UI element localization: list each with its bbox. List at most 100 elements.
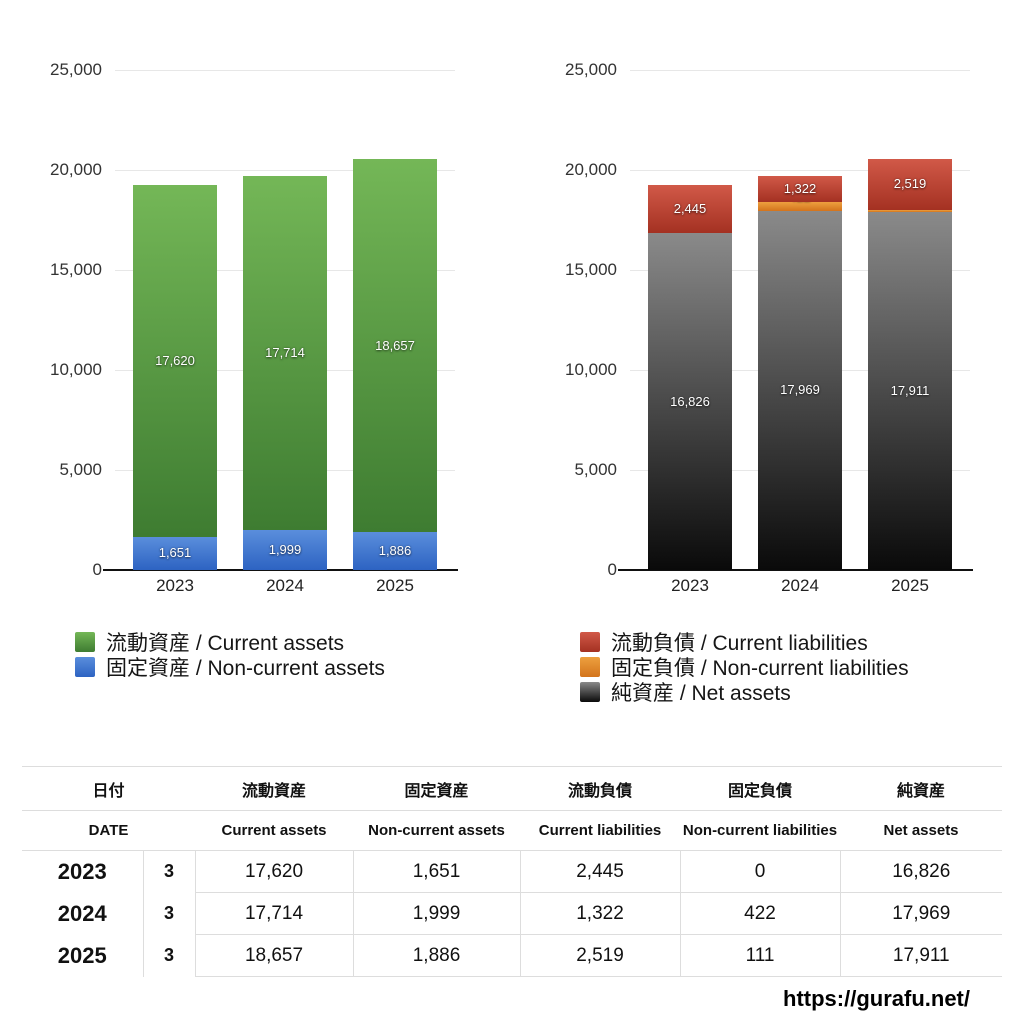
assets-chart-legend: 流動資産 / Current assets 固定資産 / Non-current … <box>75 629 385 680</box>
bar-value-label: 1,322 <box>783 181 817 196</box>
legend-label: 純資産 / Net assets <box>611 681 791 705</box>
current-assets-cell: 17,714 <box>195 892 354 935</box>
header-date-jp: 日付 <box>22 766 196 811</box>
bar-value-label: 17,911 <box>890 383 930 398</box>
bar-segment <box>133 536 217 570</box>
site-url: https://gurafu.net/ <box>783 986 970 1011</box>
bar-value-label: 17,714 <box>265 345 305 360</box>
liabilities-chart-legend: 流動負債 / Current liabilities 固定負債 / Non-cur… <box>580 629 909 705</box>
bar-segment <box>868 209 952 212</box>
legend-label: 流動負債 / Current liabilities <box>611 631 868 655</box>
y-axis-tick-label: 0 <box>607 560 617 579</box>
y-axis-tick-label: 10,000 <box>50 360 102 379</box>
year-cell: 2023 <box>22 850 144 893</box>
bar-value-label: 16,826 <box>670 394 710 409</box>
header-noncurrent-assets-jp: 固定資産 <box>353 766 521 811</box>
y-axis-tick-label: 5,000 <box>574 460 617 479</box>
x-axis-category-label: 2025 <box>891 576 929 595</box>
legend-color-swatch <box>580 656 600 677</box>
bar-segment <box>758 210 842 570</box>
legend-item: 固定資産 / Non-current assets <box>75 654 385 680</box>
bar-value-label: 1,999 <box>268 542 302 557</box>
month-cell: 3 <box>143 892 196 935</box>
header-current-assets-en: Current assets <box>195 810 354 851</box>
bar-value-label: 2,519 <box>893 176 927 191</box>
legend-item: 純資産 / Net assets <box>580 679 909 705</box>
bar-segment <box>868 159 952 210</box>
current-assets-cell: 17,620 <box>195 850 354 893</box>
y-axis-tick-label: 20,000 <box>50 160 102 179</box>
header-noncurrent-liabilities-en: Non-current liabilities <box>680 810 841 851</box>
grid-line <box>630 70 970 71</box>
noncurrent-liabilities-cell: 0 <box>680 850 841 893</box>
net-assets-cell: 17,911 <box>840 934 1003 977</box>
header-noncurrent-assets-en: Non-current assets <box>353 810 521 851</box>
header-current-liabilities-en: Current liabilities <box>520 810 681 851</box>
bar-value-label: 1,651 <box>158 545 192 560</box>
bar-segment <box>648 233 732 570</box>
current-liabilities-cell: 1,322 <box>520 892 681 935</box>
balance-sheet-table: 日付 流動資産 固定資産 流動負債 固定負債 純資産 DATE Current … <box>22 766 1003 977</box>
legend-label: 固定負債 / Non-current liabilities <box>611 656 909 680</box>
bar-value-label: 17,969 <box>780 382 820 397</box>
bar-segment <box>758 175 842 203</box>
y-axis-tick-label: 25,000 <box>50 60 102 79</box>
header-net-assets-jp: 純資産 <box>840 766 1003 811</box>
legend-color-swatch <box>580 631 600 652</box>
y-axis-tick-label: 5,000 <box>59 460 102 479</box>
grid-line <box>115 70 455 71</box>
header-current-assets-jp: 流動資産 <box>195 766 354 811</box>
current-assets-cell: 18,657 <box>195 934 354 977</box>
bar-value-label: 18,657 <box>375 338 415 353</box>
year-cell: 2025 <box>22 934 144 977</box>
table-header-row-en: DATE Current assets Non-current assets C… <box>22 810 1003 851</box>
table-row-2023: 2023 3 17,620 1,651 2,445 0 16,826 <box>22 850 1002 893</box>
header-current-liabilities-jp: 流動負債 <box>520 766 681 811</box>
grid-line <box>630 170 970 171</box>
y-axis-tick-label: 0 <box>92 560 102 579</box>
bar-segment <box>133 184 217 537</box>
bar-segment <box>758 202 842 211</box>
bar-segment <box>243 175 327 530</box>
noncurrent-assets-cell: 1,651 <box>353 850 521 893</box>
header-noncurrent-liabilities-jp: 固定負債 <box>680 766 841 811</box>
noncurrent-assets-cell: 1,886 <box>353 934 521 977</box>
month-cell: 3 <box>143 850 196 893</box>
table-row-2024: 2024 3 17,714 1,999 1,322 422 17,969 <box>22 892 1003 935</box>
net-assets-cell: 17,969 <box>840 892 1003 935</box>
current-liabilities-cell: 2,519 <box>520 934 681 977</box>
current-liabilities-cell: 2,445 <box>520 850 681 893</box>
bar-value-label: 2,445 <box>673 201 707 216</box>
bar-segment <box>243 530 327 570</box>
bar-segment <box>353 532 437 570</box>
net-assets-cell: 16,826 <box>892 860 951 882</box>
legend-item: 流動資産 / Current assets <box>75 629 385 655</box>
bar-segment <box>353 159 437 533</box>
header-date-en: DATE <box>22 810 196 851</box>
y-axis-tick-label: 25,000 <box>565 60 617 79</box>
x-axis-category-label: 2023 <box>671 576 709 595</box>
x-axis-category-label: 2024 <box>781 576 819 595</box>
bar-segment <box>648 184 732 234</box>
y-axis-tick-label: 20,000 <box>565 160 617 179</box>
legend-color-swatch <box>580 681 600 702</box>
header-net-assets-en: Net assets <box>840 810 1003 851</box>
year-cell: 2024 <box>22 892 144 935</box>
legend-label: 流動資産 / Current assets <box>106 631 345 655</box>
legend-label: 固定資産 / Non-current assets <box>106 656 385 680</box>
noncurrent-assets-cell: 1,999 <box>353 892 521 935</box>
x-axis-line <box>618 569 973 571</box>
bar-segment <box>868 211 952 570</box>
legend-item: 固定負債 / Non-current liabilities <box>580 654 909 680</box>
month-cell: 3 <box>143 934 196 977</box>
x-axis-category-label: 2023 <box>156 576 194 595</box>
legend-item: 流動負債 / Current liabilities <box>580 629 909 655</box>
noncurrent-liabilities-cell: 111 <box>680 934 841 977</box>
x-axis-category-label: 2024 <box>266 576 304 595</box>
bar-value-label: 17,620 <box>155 353 195 368</box>
legend-color-swatch <box>75 656 95 677</box>
x-axis-category-label: 2025 <box>376 576 414 595</box>
legend-color-swatch <box>75 631 95 652</box>
y-axis-tick-label: 15,000 <box>50 260 102 279</box>
